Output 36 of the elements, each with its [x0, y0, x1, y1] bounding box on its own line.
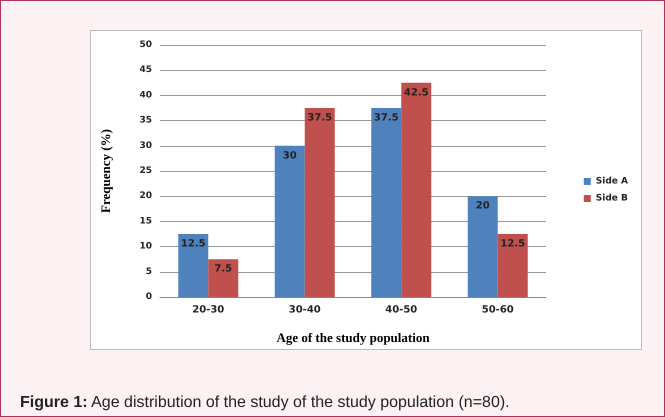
x-tick-label: 50-60 [482, 304, 514, 316]
bar [304, 108, 335, 297]
bar [498, 234, 528, 297]
data-label: 37.5 [307, 112, 332, 124]
y-tick-label: 20 [139, 191, 152, 202]
bar [274, 146, 305, 297]
y-tick-label: 5 [146, 266, 152, 277]
bar [468, 196, 498, 297]
x-tick-label: 40-50 [385, 304, 418, 316]
y-tick-label: 50 [139, 40, 152, 50]
bar [178, 234, 208, 297]
x-tick-label: 20-30 [192, 304, 224, 316]
y-tick-label: 0 [146, 292, 152, 302]
y-axis-title: Frequency (%) [98, 129, 113, 213]
y-tick-label: 30 [139, 140, 152, 151]
data-label: 37.5 [374, 112, 399, 124]
bar [401, 82, 432, 297]
y-tick-label: 10 [139, 242, 152, 252]
data-label: 12.5 [500, 238, 526, 250]
data-label: 12.5 [180, 238, 206, 250]
caption: Figure 1: Age distribution of the study of the study population (n=80). [20, 394, 510, 412]
y-tick-label: 40 [139, 90, 152, 100]
data-label: 42.5 [404, 87, 429, 98]
bar [208, 259, 238, 297]
bar [371, 108, 402, 297]
legend-label: Side A [596, 176, 628, 186]
x-axis-title: Age of the study population [276, 330, 430, 345]
data-label: 30 [282, 150, 297, 162]
y-tick-label: 25 [139, 166, 152, 176]
y-tick-label: 15 [139, 216, 152, 226]
data-label: 20 [476, 200, 490, 212]
data-label: 7.5 [214, 264, 232, 275]
y-tick-label: 35 [139, 116, 152, 126]
x-tick-label: 30-40 [288, 304, 321, 316]
y-tick-label: 45 [139, 65, 152, 76]
legend-label: Side B [596, 194, 628, 204]
